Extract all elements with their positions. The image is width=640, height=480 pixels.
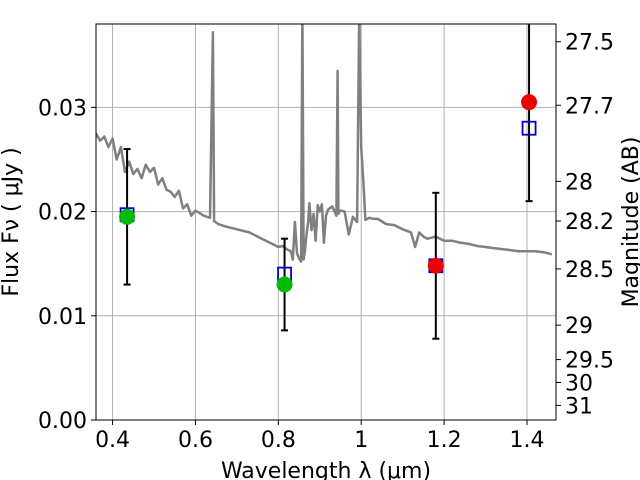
right-tick-label: 31 — [565, 394, 593, 419]
y-axis-label: Flux Fν ( μJy ) — [0, 147, 24, 296]
upper-limit-marker — [521, 94, 538, 111]
y-tick-label: 0.00 — [38, 409, 87, 434]
plot-frame — [95, 23, 557, 421]
x-tick-label: 0.4 — [95, 428, 130, 453]
x-tick-label: 1.2 — [427, 428, 462, 453]
right-tick-label: 28.5 — [565, 258, 614, 283]
model-photometry-marker — [521, 120, 537, 136]
y-tick-label: 0.02 — [38, 201, 87, 226]
right-tick-label: 28.2 — [565, 210, 614, 235]
x-tick-label: 0.8 — [261, 428, 296, 453]
plot-content — [96, 24, 553, 340]
x-tick-label: 1.4 — [509, 428, 544, 453]
x-axis: 0.4 0.6 0.8 1 1.2 1.4 — [95, 420, 544, 453]
detected-marker — [276, 276, 293, 293]
sed-model-line — [96, 24, 553, 263]
right-tick-label: 29.5 — [565, 349, 614, 374]
y-tick-label: 0.03 — [38, 96, 87, 121]
detected-marker — [119, 208, 136, 225]
x-tick-label: 1 — [354, 428, 368, 453]
right-tick-label: 28 — [565, 170, 593, 195]
right-tick-label: 29 — [565, 314, 593, 339]
upper-limit-marker — [427, 257, 444, 274]
right-tick-label: 27.5 — [565, 31, 614, 56]
y-tick-label: 0.01 — [38, 305, 87, 330]
x-tick-label: 0.6 — [178, 428, 213, 453]
right-tick-label: 30 — [565, 371, 593, 396]
x-axis-label: Wavelength λ (μm) — [221, 459, 431, 480]
right-tick-label: 27.7 — [565, 94, 614, 119]
y-axis-left: 0.00 0.01 0.02 0.03 — [38, 96, 96, 434]
y-axis-label-right: Magnitude (AB) — [619, 137, 640, 308]
